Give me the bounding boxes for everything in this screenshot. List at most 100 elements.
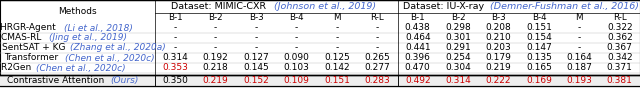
- Text: (Demner-Fushman et al., 2016): (Demner-Fushman et al., 2016): [490, 2, 639, 11]
- Text: 0.441: 0.441: [405, 43, 431, 53]
- Text: 0.381: 0.381: [607, 76, 633, 85]
- Text: 0.470: 0.470: [405, 64, 431, 73]
- Text: 0.342: 0.342: [607, 54, 632, 63]
- Text: 0.301: 0.301: [445, 33, 471, 43]
- Text: -: -: [295, 43, 298, 53]
- Text: (Chen et al., 2020c): (Chen et al., 2020c): [36, 64, 126, 73]
- Text: (Li et al., 2018): (Li et al., 2018): [63, 23, 132, 33]
- Text: 0.127: 0.127: [243, 54, 269, 63]
- Text: 0.210: 0.210: [486, 33, 511, 43]
- Text: 0.222: 0.222: [486, 76, 511, 85]
- Text: (Jing et al., 2019): (Jing et al., 2019): [49, 33, 127, 43]
- Text: HRGR-Agent: HRGR-Agent: [1, 23, 59, 33]
- Text: 0.203: 0.203: [486, 43, 511, 53]
- Text: 0.322: 0.322: [607, 23, 632, 33]
- Text: B-1: B-1: [168, 13, 182, 23]
- Text: B-4: B-4: [532, 13, 547, 23]
- Text: 0.254: 0.254: [445, 54, 471, 63]
- Text: -: -: [173, 23, 177, 33]
- Text: 0.151: 0.151: [526, 23, 552, 33]
- Text: 0.164: 0.164: [566, 54, 592, 63]
- Text: 0.169: 0.169: [526, 76, 552, 85]
- Text: -: -: [335, 23, 339, 33]
- Bar: [0, 75, 640, 86]
- Text: 0.438: 0.438: [405, 23, 431, 33]
- Text: B-3: B-3: [491, 13, 506, 23]
- Text: (Zhang et al., 2020a): (Zhang et al., 2020a): [70, 43, 165, 53]
- Text: 0.314: 0.314: [163, 54, 188, 63]
- Text: 0.165: 0.165: [526, 64, 552, 73]
- Text: -: -: [255, 33, 258, 43]
- Text: -: -: [214, 43, 217, 53]
- Text: B-2: B-2: [208, 13, 223, 23]
- Text: -: -: [578, 43, 581, 53]
- Text: 0.109: 0.109: [284, 76, 309, 85]
- Text: (Ours): (Ours): [111, 76, 139, 85]
- Text: -: -: [376, 23, 379, 33]
- Text: 0.353: 0.353: [163, 64, 188, 73]
- Text: 0.152: 0.152: [243, 76, 269, 85]
- Text: Transformer: Transformer: [4, 54, 61, 63]
- Text: (Chen et al., 2020c): (Chen et al., 2020c): [65, 54, 155, 63]
- Text: 0.192: 0.192: [203, 54, 228, 63]
- Text: 0.350: 0.350: [163, 76, 188, 85]
- Text: -: -: [173, 33, 177, 43]
- Text: 0.219: 0.219: [203, 76, 228, 85]
- Text: Contrastive Attention: Contrastive Attention: [6, 76, 107, 85]
- Text: 0.187: 0.187: [566, 64, 592, 73]
- Bar: [0, 0, 640, 86]
- Text: 0.142: 0.142: [324, 64, 349, 73]
- Text: -: -: [255, 23, 258, 33]
- Text: -: -: [335, 43, 339, 53]
- Text: R-L: R-L: [371, 13, 384, 23]
- Text: R-L: R-L: [613, 13, 627, 23]
- Text: -: -: [255, 43, 258, 53]
- Text: 0.219: 0.219: [486, 64, 511, 73]
- Text: 0.298: 0.298: [445, 23, 471, 33]
- Text: 0.151: 0.151: [324, 76, 350, 85]
- Text: 0.283: 0.283: [364, 76, 390, 85]
- Text: 0.103: 0.103: [284, 64, 309, 73]
- Text: 0.218: 0.218: [203, 64, 228, 73]
- Text: (Johnson et al., 2019): (Johnson et al., 2019): [274, 2, 376, 11]
- Text: 0.090: 0.090: [284, 54, 309, 63]
- Text: SentSAT + KG: SentSAT + KG: [1, 43, 68, 53]
- Text: 0.277: 0.277: [364, 64, 390, 73]
- Text: 0.179: 0.179: [486, 54, 511, 63]
- Text: -: -: [376, 33, 379, 43]
- Text: CMAS-RL: CMAS-RL: [1, 33, 44, 43]
- Text: 0.154: 0.154: [526, 33, 552, 43]
- Text: M: M: [333, 13, 340, 23]
- Text: R2Gen: R2Gen: [1, 64, 34, 73]
- Text: 0.371: 0.371: [607, 64, 633, 73]
- Text: -: -: [214, 23, 217, 33]
- Text: Dataset: IU-X-ray: Dataset: IU-X-ray: [403, 2, 487, 11]
- Text: 0.362: 0.362: [607, 33, 633, 43]
- Text: -: -: [173, 43, 177, 53]
- Text: 0.145: 0.145: [243, 64, 269, 73]
- Text: 0.367: 0.367: [607, 43, 633, 53]
- Text: 0.208: 0.208: [486, 23, 511, 33]
- Text: B-2: B-2: [451, 13, 465, 23]
- Text: 0.147: 0.147: [526, 43, 552, 53]
- Text: 0.125: 0.125: [324, 54, 349, 63]
- Text: Methods: Methods: [58, 7, 97, 16]
- Text: -: -: [214, 33, 217, 43]
- Text: 0.291: 0.291: [445, 43, 471, 53]
- Text: -: -: [578, 33, 581, 43]
- Text: M: M: [575, 13, 583, 23]
- Text: -: -: [376, 43, 379, 53]
- Text: 0.492: 0.492: [405, 76, 431, 85]
- Text: -: -: [295, 33, 298, 43]
- Text: Dataset: MIMIC-CXR: Dataset: MIMIC-CXR: [171, 2, 269, 11]
- Text: 0.135: 0.135: [526, 54, 552, 63]
- Text: 0.396: 0.396: [404, 54, 431, 63]
- Text: 0.193: 0.193: [566, 76, 592, 85]
- Text: B-4: B-4: [289, 13, 304, 23]
- Text: -: -: [578, 23, 581, 33]
- Text: -: -: [295, 23, 298, 33]
- Text: 0.265: 0.265: [364, 54, 390, 63]
- Text: B-3: B-3: [249, 13, 264, 23]
- Text: B-1: B-1: [410, 13, 425, 23]
- Text: -: -: [335, 33, 339, 43]
